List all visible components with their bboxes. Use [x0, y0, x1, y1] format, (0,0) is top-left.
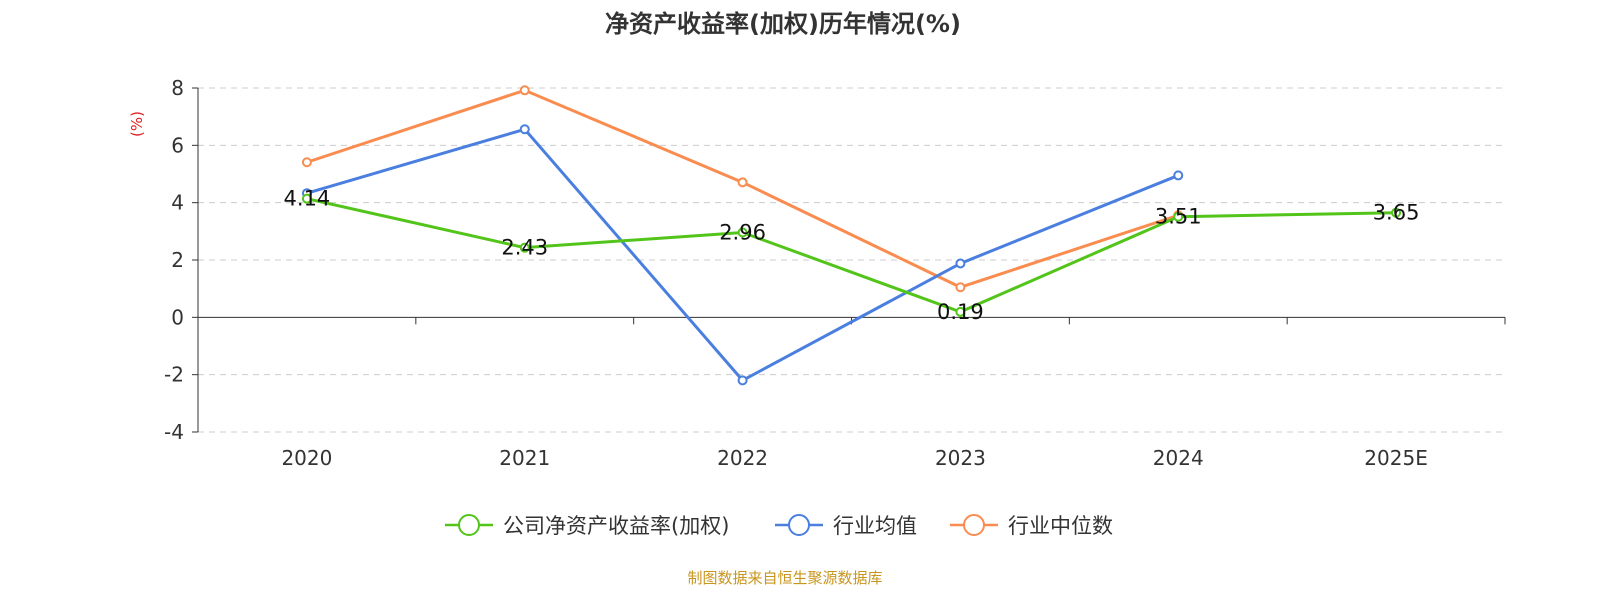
legend-marker: [458, 514, 480, 536]
data-label: 2.96: [719, 220, 766, 244]
data-point: [1173, 170, 1184, 181]
series-line: [306, 127, 1179, 383]
y-tick-label: -4: [164, 420, 184, 444]
data-point: [301, 157, 312, 168]
data-point: [955, 282, 966, 293]
data-point: [955, 306, 966, 317]
y-axis-label: (%): [128, 111, 146, 137]
data-label: 0.19: [937, 300, 984, 324]
data-point: [1391, 207, 1402, 218]
data-label: 3.51: [1155, 205, 1202, 229]
y-tick-label: 6: [171, 133, 184, 157]
x-tick-label: 2025E: [1364, 446, 1428, 470]
legend-label: 行业均值: [833, 514, 917, 538]
data-point: [955, 258, 966, 269]
y-tick-label: -2: [164, 363, 184, 387]
x-tick-label: 2020: [281, 446, 332, 470]
chart-title: 净资产收益率(加权)历年情况(%): [605, 10, 961, 38]
x-tick-label: 2024: [1153, 446, 1204, 470]
series-line: [306, 88, 1179, 289]
y-tick-label: 0: [171, 305, 184, 329]
data-point: [737, 227, 748, 238]
data-label: 3.65: [1373, 201, 1420, 225]
data-point: [519, 124, 530, 135]
data-point: [301, 193, 312, 204]
data-point: [519, 85, 530, 96]
data-source-footer: 制图数据来自恒生聚源数据库: [687, 569, 882, 587]
data-point: [519, 242, 530, 253]
legend-marker: [788, 514, 810, 536]
x-tick-label: 2022: [717, 446, 768, 470]
legend-marker: [963, 514, 985, 536]
y-tick-label: 4: [171, 191, 184, 215]
data-point: [737, 375, 748, 386]
data-point: [1173, 211, 1184, 222]
x-tick-label: 2023: [935, 446, 986, 470]
legend-label: 公司净资产收益率(加权): [503, 514, 729, 538]
y-tick-label: 2: [171, 248, 184, 272]
x-tick-label: 2021: [499, 446, 550, 470]
data-point: [737, 177, 748, 188]
legend-label: 行业中位数: [1008, 514, 1113, 538]
data-label: 2.43: [501, 236, 548, 260]
y-tick-label: 8: [171, 76, 184, 100]
series-line: [306, 197, 1397, 314]
data-label: 4.14: [284, 187, 331, 211]
